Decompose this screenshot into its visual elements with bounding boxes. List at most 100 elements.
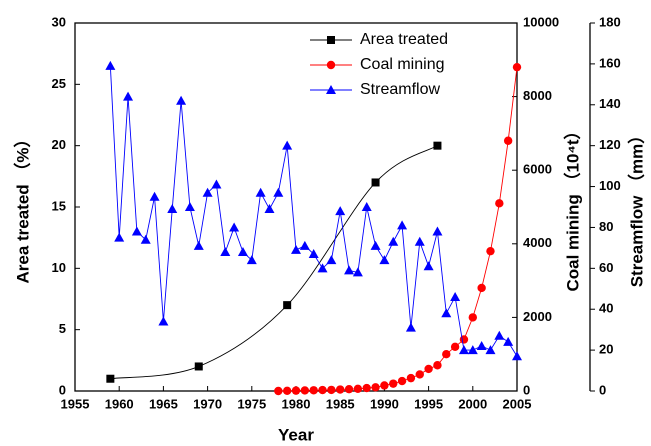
marker bbox=[282, 140, 293, 150]
series-line bbox=[278, 67, 518, 392]
marker bbox=[255, 187, 266, 197]
marker bbox=[176, 95, 187, 105]
marker bbox=[105, 60, 116, 70]
marker bbox=[512, 351, 522, 361]
marker bbox=[336, 385, 345, 394]
x-tick-label: 1995 bbox=[414, 396, 443, 411]
marker bbox=[371, 178, 380, 187]
marker bbox=[291, 386, 301, 395]
y-tick-label: 5 bbox=[59, 321, 66, 336]
marker bbox=[273, 187, 284, 197]
y3-tick-label: 140 bbox=[599, 96, 621, 111]
y3-axis-title: Streamflow （mm） bbox=[626, 127, 646, 288]
marker bbox=[344, 265, 355, 275]
y-tick-label: 0 bbox=[59, 382, 66, 397]
y3-tick-label: 180 bbox=[599, 14, 621, 29]
marker bbox=[495, 199, 504, 208]
marker bbox=[433, 361, 442, 370]
marker bbox=[512, 62, 522, 72]
y3-tick-label: 120 bbox=[599, 137, 621, 152]
marker bbox=[441, 308, 452, 318]
marker bbox=[309, 386, 318, 395]
marker bbox=[503, 136, 513, 145]
y2-tick-label: 0 bbox=[523, 382, 530, 397]
y-tick-label: 25 bbox=[52, 76, 66, 91]
marker bbox=[415, 370, 424, 379]
marker bbox=[158, 316, 169, 326]
y2-tick-label: 2000 bbox=[523, 309, 552, 324]
marker bbox=[283, 301, 292, 310]
legend-label: Area treated bbox=[360, 31, 448, 48]
marker bbox=[282, 386, 292, 396]
marker bbox=[389, 379, 398, 388]
marker bbox=[318, 385, 327, 395]
marker bbox=[291, 244, 301, 254]
marker bbox=[467, 345, 478, 355]
marker bbox=[264, 204, 275, 214]
marker bbox=[211, 179, 222, 189]
marker bbox=[397, 376, 407, 386]
x-tick-label: 1960 bbox=[105, 396, 134, 411]
marker bbox=[327, 385, 336, 395]
marker bbox=[353, 384, 363, 393]
y-tick-label: 10 bbox=[52, 260, 66, 275]
marker bbox=[424, 364, 433, 374]
marker bbox=[335, 206, 346, 216]
x-tick-label: 1970 bbox=[193, 396, 222, 411]
marker bbox=[123, 91, 134, 101]
marker bbox=[149, 191, 160, 201]
marker bbox=[494, 330, 505, 340]
marker bbox=[414, 236, 425, 246]
marker bbox=[388, 236, 399, 246]
y3-tick-label: 160 bbox=[599, 55, 621, 70]
marker bbox=[202, 187, 213, 197]
marker bbox=[299, 240, 310, 250]
y2-tick-label: 8000 bbox=[523, 88, 552, 103]
y2-tick-label: 4000 bbox=[523, 235, 552, 250]
marker bbox=[167, 204, 178, 214]
marker bbox=[380, 381, 389, 390]
legend-label: Streamflow bbox=[360, 81, 440, 98]
marker bbox=[308, 249, 319, 259]
x-tick-label: 2000 bbox=[458, 396, 487, 411]
y2-tick-label: 10000 bbox=[523, 14, 559, 29]
y3-tick-label: 20 bbox=[599, 342, 613, 357]
legend-marker bbox=[326, 85, 336, 94]
y3-tick-label: 100 bbox=[599, 178, 621, 193]
marker bbox=[229, 222, 240, 232]
marker bbox=[184, 202, 195, 211]
marker bbox=[433, 141, 442, 150]
x-tick-label: 1980 bbox=[282, 396, 311, 411]
marker bbox=[485, 345, 496, 355]
y-tick-label: 30 bbox=[52, 14, 66, 29]
y-tick-label: 20 bbox=[52, 137, 66, 152]
y3-tick-label: 80 bbox=[599, 219, 613, 234]
marker bbox=[317, 263, 328, 273]
y-axis-title: Area treated （%） bbox=[12, 130, 32, 283]
x-tick-label: 1965 bbox=[149, 396, 178, 411]
marker bbox=[503, 336, 514, 346]
y2-axis-title: Coal mining （10⁴t） bbox=[562, 123, 582, 292]
x-tick-label: 1975 bbox=[237, 396, 266, 411]
y3-tick-label: 40 bbox=[599, 301, 613, 316]
y-tick-label: 15 bbox=[52, 198, 66, 213]
marker bbox=[397, 220, 408, 230]
marker bbox=[237, 246, 248, 256]
x-tick-label: 1990 bbox=[370, 396, 399, 411]
marker bbox=[476, 341, 487, 351]
x-axis-title: Year bbox=[278, 425, 314, 444]
marker bbox=[406, 373, 416, 383]
marker bbox=[300, 386, 310, 395]
marker bbox=[459, 335, 469, 344]
marker bbox=[131, 226, 142, 236]
y2-tick-label: 6000 bbox=[523, 162, 552, 177]
marker bbox=[274, 386, 283, 396]
marker bbox=[371, 383, 380, 392]
marker bbox=[344, 384, 354, 394]
marker bbox=[362, 383, 371, 393]
legend-marker bbox=[327, 36, 335, 44]
marker bbox=[458, 345, 469, 355]
x-tick-label: 1985 bbox=[326, 396, 355, 411]
marker bbox=[114, 232, 125, 242]
